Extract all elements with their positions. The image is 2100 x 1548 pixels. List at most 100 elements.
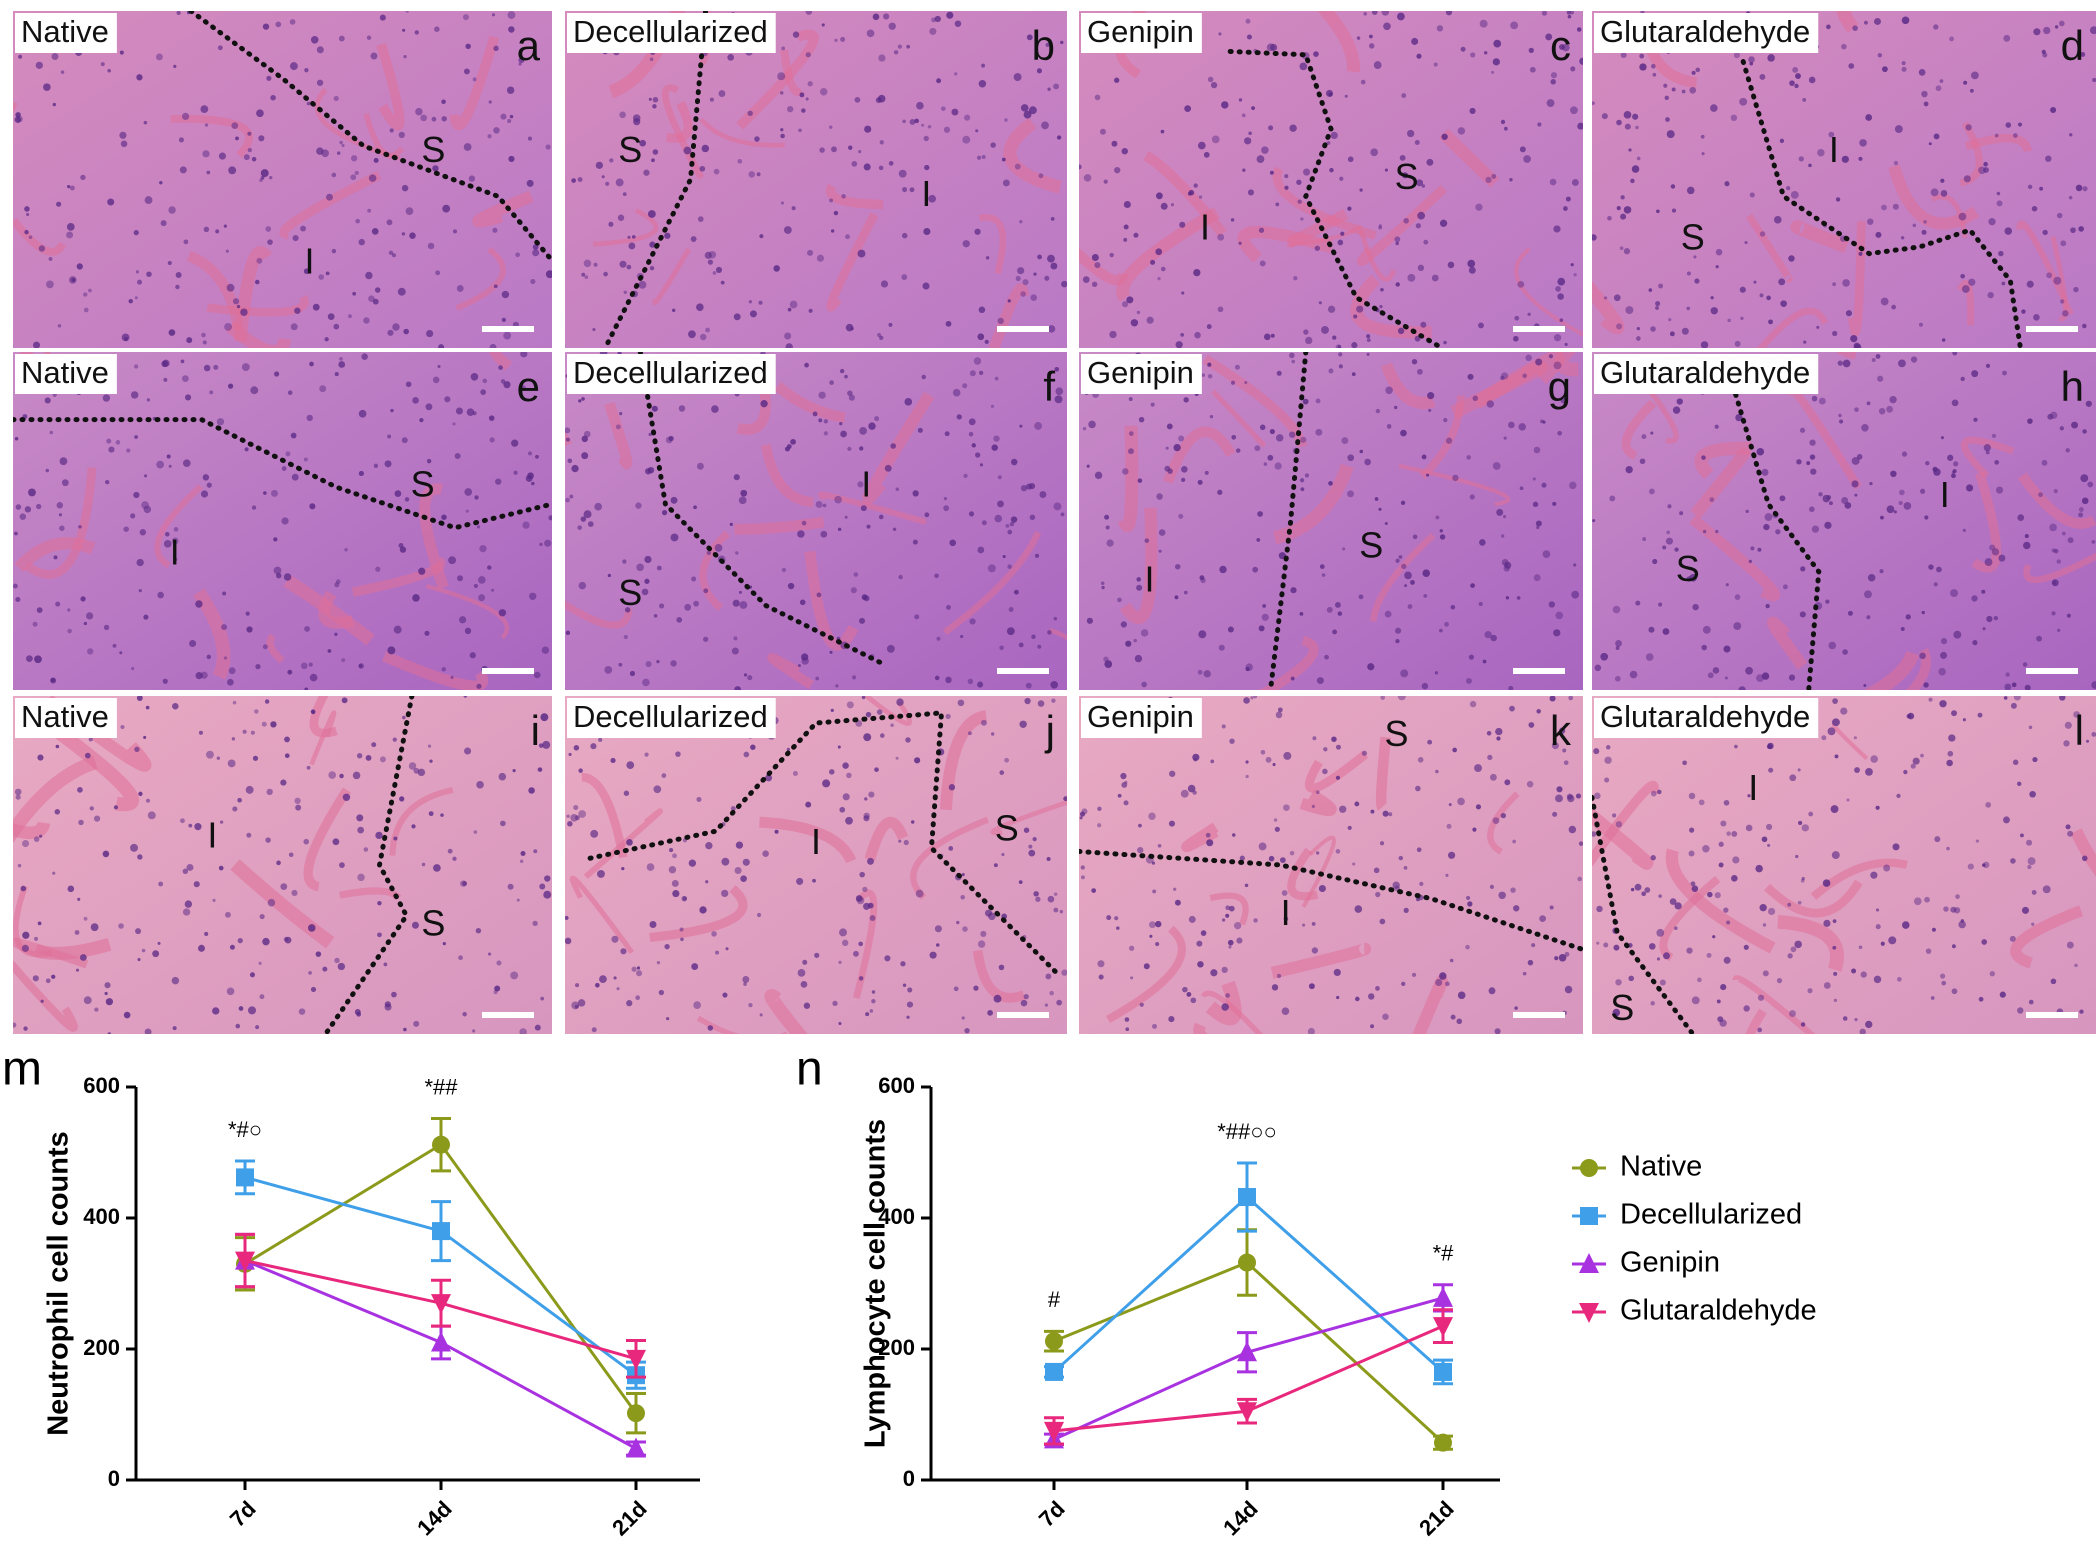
cell-nucleus — [1034, 553, 1040, 558]
cell-nucleus — [304, 626, 310, 632]
panel-group-label: Glutaraldehyde — [1600, 14, 1810, 49]
panel-group-label: Genipin — [1087, 14, 1194, 49]
cell-nucleus — [283, 573, 292, 581]
cell-nucleus — [2080, 474, 2089, 483]
y-tick-label: 400 — [878, 1204, 915, 1229]
scale-bar — [2026, 1012, 2078, 1018]
cell-nucleus — [785, 343, 793, 348]
cell-nucleus — [969, 370, 976, 377]
cell-nucleus — [403, 328, 409, 335]
cell-nucleus — [1664, 95, 1669, 101]
cell-nucleus — [1137, 478, 1143, 483]
cell-nucleus — [333, 323, 340, 330]
cell-nucleus — [1823, 919, 1831, 927]
cell-nucleus — [1400, 429, 1407, 437]
cell-nucleus — [1111, 140, 1118, 147]
panel-letter: i — [531, 707, 540, 754]
collagen-fiber — [1864, 650, 1920, 690]
cell-nucleus — [1221, 966, 1228, 974]
cell-nucleus — [1281, 1007, 1290, 1016]
cell-nucleus — [2031, 205, 2038, 212]
cell-nucleus — [1117, 793, 1122, 798]
cell-nucleus — [1604, 756, 1612, 764]
cell-nucleus — [1099, 128, 1106, 135]
cell-nucleus — [1870, 871, 1878, 879]
cell-nucleus — [1434, 671, 1439, 675]
cell-nucleus — [628, 242, 636, 250]
cell-nucleus — [593, 262, 598, 267]
cell-nucleus — [595, 161, 603, 169]
cell-nucleus — [1940, 637, 1948, 645]
collagen-fiber — [1350, 274, 1432, 339]
cell-nucleus — [250, 386, 259, 395]
cell-nucleus — [399, 546, 407, 553]
cell-nucleus — [195, 600, 203, 608]
cell-nucleus — [1492, 462, 1501, 470]
cell-nucleus — [1218, 644, 1225, 651]
boundary — [637, 352, 884, 666]
cell-nucleus — [993, 435, 1000, 442]
cell-nucleus — [1648, 488, 1655, 495]
cell-nucleus — [651, 158, 655, 163]
cell-nucleus — [1528, 722, 1535, 728]
cell-nucleus — [409, 232, 416, 239]
cell-nucleus — [869, 915, 876, 922]
cell-nucleus — [1743, 1005, 1750, 1012]
cell-nucleus — [113, 805, 119, 810]
cell-nucleus — [749, 310, 757, 318]
cell-nucleus — [858, 150, 862, 154]
cell-nucleus — [623, 634, 629, 640]
cell-nucleus — [274, 371, 280, 377]
cell-nucleus — [1803, 340, 1807, 344]
cell-nucleus — [1749, 61, 1754, 66]
cell-nucleus — [441, 99, 446, 105]
cell-nucleus — [544, 539, 552, 547]
cell-nucleus — [264, 699, 270, 704]
significance-annotation: # — [1048, 1287, 1061, 1312]
cell-nucleus — [1492, 58, 1500, 66]
cell-nucleus — [118, 923, 124, 929]
collagen-fiber — [825, 183, 884, 210]
cell-nucleus — [1361, 750, 1367, 756]
cell-nucleus — [1407, 604, 1413, 609]
cell-nucleus — [1293, 275, 1298, 281]
collagen-fiber — [1163, 426, 1236, 484]
cell-nucleus — [1536, 709, 1541, 714]
cell-nucleus — [780, 128, 784, 132]
cell-nucleus — [1117, 597, 1122, 603]
cell-nucleus — [1764, 513, 1773, 521]
cell-nucleus — [1083, 174, 1092, 182]
cell-nucleus — [1155, 248, 1163, 256]
collagen-fiber — [489, 352, 513, 371]
cell-nucleus — [1020, 291, 1026, 297]
cell-nucleus — [1384, 168, 1388, 172]
cell-nucleus — [347, 314, 352, 319]
cell-nucleus — [715, 266, 723, 273]
cell-nucleus — [49, 430, 54, 435]
cell-nucleus — [488, 100, 492, 104]
cell-nucleus — [1875, 924, 1881, 930]
cell-nucleus — [394, 490, 402, 497]
cell-nucleus — [721, 857, 730, 866]
cell-nucleus — [356, 814, 364, 822]
cell-nucleus — [1160, 266, 1166, 272]
cell-nucleus — [1750, 546, 1755, 551]
cell-nucleus — [565, 437, 570, 442]
cell-nucleus — [39, 834, 43, 838]
cell-nucleus — [1143, 963, 1150, 970]
cell-nucleus — [1005, 523, 1010, 528]
cell-nucleus — [1837, 360, 1843, 366]
region-label: S — [411, 464, 435, 505]
cell-nucleus — [1332, 335, 1337, 340]
cell-nucleus — [1665, 117, 1670, 122]
cell-nucleus — [1020, 999, 1028, 1007]
cell-nucleus — [528, 787, 535, 794]
cell-nucleus — [374, 287, 381, 293]
cell-nucleus — [656, 660, 660, 664]
cell-nucleus — [1291, 359, 1296, 364]
cell-nucleus — [1706, 952, 1712, 958]
cell-nucleus — [1563, 760, 1569, 766]
cell-nucleus — [835, 684, 839, 688]
cell-nucleus — [1274, 462, 1282, 470]
cell-nucleus — [1416, 368, 1423, 375]
